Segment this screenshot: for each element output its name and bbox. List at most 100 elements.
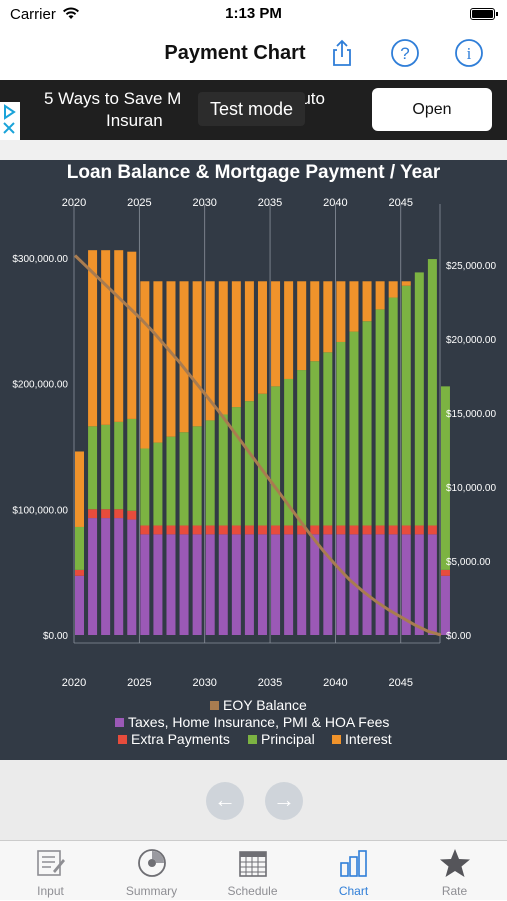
x-tick-label-top: 2020 <box>62 197 86 209</box>
tab-rate-label: Rate <box>441 884 468 898</box>
legend-taxes-label: Taxes, Home Insurance, PMI & HOA Fees <box>128 714 389 730</box>
principal-bar-segment <box>440 386 450 570</box>
extra-payments-bar-segment <box>88 509 98 519</box>
right-axis-label: $10,000.00 <box>446 483 496 494</box>
legend-eoy-balance-label: EOY Balance <box>223 697 307 713</box>
calendar-icon <box>239 851 267 877</box>
principal-bar-segment <box>257 393 267 526</box>
extra-payments-bar-segment <box>401 525 411 535</box>
ad-open-button[interactable]: Open <box>372 88 492 131</box>
tab-schedule[interactable]: Schedule <box>202 841 303 901</box>
payment-chart: 2020 2020 2025 2025 2030 2030 2035 2035 2040 2040… <box>12 197 496 747</box>
info-icon[interactable]: i <box>454 38 484 68</box>
input-form-icon <box>37 850 65 876</box>
ad-headline-line2: Insuran <box>106 111 163 130</box>
principal-bar-segment <box>427 259 437 526</box>
taxes-bar-segment <box>179 534 189 635</box>
extra-payments-bar-segment <box>388 525 398 535</box>
left-axis-label: $0.00 <box>43 631 68 642</box>
pager: ← → <box>0 760 507 840</box>
extra-payments-bar-segment <box>271 525 281 535</box>
interest-bar-segment <box>284 281 294 379</box>
tab-input[interactable]: Input <box>0 841 101 901</box>
taxes-bar-segment <box>192 534 202 635</box>
prev-chart-button[interactable]: ← <box>206 782 244 820</box>
extra-payments-bar-segment <box>362 525 372 535</box>
interest-bar-segment <box>310 281 320 362</box>
taxes-bar-segment <box>114 518 124 635</box>
legend-principal-label: Principal <box>261 731 315 747</box>
principal-bar-segment <box>153 442 163 526</box>
tab-chart[interactable]: Chart <box>303 841 404 901</box>
ad-choices-icon <box>3 104 16 134</box>
extra-payments-bar-segment <box>257 525 267 535</box>
interest-bar-segment <box>192 281 202 427</box>
interest-bar-segment <box>153 281 163 443</box>
legend-eoy-balance-swatch <box>210 701 219 710</box>
extra-payments-bar-segment <box>75 569 84 576</box>
interest-bar-segment <box>166 281 176 437</box>
ad-choices-badge[interactable] <box>0 102 20 140</box>
next-chart-button[interactable]: → <box>265 782 303 820</box>
ad-banner[interactable]: 5 Ways to Save M uto Insuran Test mode Op… <box>0 80 507 140</box>
taxes-bar-segment <box>440 575 450 635</box>
legend-interest-label: Interest <box>345 731 392 747</box>
principal-bar-segment <box>114 421 124 510</box>
interest-bar-segment <box>231 281 241 408</box>
extra-payments-bar-segment <box>192 525 202 535</box>
taxes-bar-segment <box>205 534 215 635</box>
interest-bar-segment <box>140 281 150 449</box>
wifi-icon <box>63 7 79 19</box>
tab-input-label: Input <box>37 884 64 898</box>
taxes-bar-segment <box>414 534 424 635</box>
taxes-bar-segment <box>218 534 228 635</box>
right-axis-label: $5,000.00 <box>446 557 491 568</box>
extra-payments-bar-segment <box>284 525 294 535</box>
ad-headline-left: 5 Ways to Save M <box>44 89 182 108</box>
x-tick-label-bottom: 2040 <box>323 677 347 689</box>
taxes-bar-segment <box>166 534 176 635</box>
x-tick-label-bottom: 2035 <box>258 677 282 689</box>
principal-bar-segment <box>231 407 241 526</box>
svg-text:?: ? <box>400 44 409 63</box>
principal-bar-segment <box>284 378 294 526</box>
taxes-bar-segment <box>271 534 281 635</box>
tab-rate[interactable]: Rate <box>404 841 505 901</box>
principal-bar-segment <box>271 386 281 526</box>
extra-payments-bar-segment <box>310 525 320 535</box>
principal-bar-segment <box>218 414 228 526</box>
eoy-balance-line <box>73 254 442 637</box>
extra-payments-bar-segment <box>101 509 111 519</box>
tab-summary[interactable]: Summary <box>101 841 202 901</box>
taxes-bar-segment <box>284 534 294 635</box>
extra-payments-bar-segment <box>153 525 163 535</box>
right-axis-label: $25,000.00 <box>446 261 496 272</box>
legend-extra-payments-label: Extra Payments <box>131 731 230 747</box>
taxes-bar-segment <box>101 518 111 635</box>
principal-bar-segment <box>401 285 411 526</box>
tab-bar: Input Summary Schedule Chart Rate <box>0 840 507 900</box>
share-icon[interactable] <box>327 38 357 68</box>
principal-bar-segment <box>140 448 150 526</box>
extra-payments-bar-segment <box>336 525 346 535</box>
bar-chart-icon <box>340 850 367 877</box>
extra-payments-bar-segment <box>140 525 150 535</box>
principal-bar-segment <box>362 321 372 526</box>
interest-bar-segment <box>401 281 411 286</box>
status-bar: Carrier 1:13 PM <box>0 0 507 28</box>
taxes-bar-segment <box>75 575 84 635</box>
extra-payments-bar-segment <box>323 525 333 535</box>
x-tick-label-top: 2035 <box>258 197 282 209</box>
carrier-label: Carrier <box>10 6 56 23</box>
interest-bar-segment <box>336 281 346 342</box>
help-icon[interactable]: ? <box>390 38 420 68</box>
principal-bar-segment <box>310 361 320 526</box>
principal-bar-segment <box>244 401 254 526</box>
interest-bar-segment <box>297 281 307 371</box>
principal-bar-segment <box>297 370 307 526</box>
chart-panel: Loan Balance & Mortgage Payment / Year 2… <box>0 160 507 760</box>
principal-bar-segment <box>388 297 398 526</box>
principal-bar-segment <box>414 272 424 526</box>
left-axis-label: $100,000.00 <box>12 505 68 516</box>
extra-payments-bar-segment <box>297 525 307 535</box>
